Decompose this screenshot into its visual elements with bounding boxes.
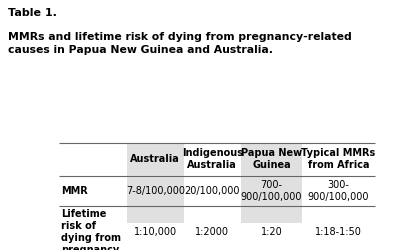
Text: Papua New
Guinea: Papua New Guinea [241, 148, 302, 171]
Text: Table 1.: Table 1. [8, 8, 57, 18]
Text: MMR: MMR [60, 186, 87, 196]
Text: 300-
900/100,000: 300- 900/100,000 [308, 180, 369, 202]
Text: Lifetime
risk of
dying from
pregnancy: Lifetime risk of dying from pregnancy [60, 209, 121, 250]
Text: 1:10,000: 1:10,000 [134, 227, 177, 237]
Text: Typical MMRs
from Africa: Typical MMRs from Africa [301, 148, 375, 171]
Text: MMRs and lifetime risk of dying from pregnancy-related
causes in Papua New Guine: MMRs and lifetime risk of dying from pre… [8, 32, 352, 55]
Text: Australia: Australia [131, 154, 180, 164]
Text: 1:20: 1:20 [260, 227, 282, 237]
Text: 7-8/100,000: 7-8/100,000 [126, 186, 185, 196]
Text: Indigenous
Australia: Indigenous Australia [181, 148, 243, 171]
Text: 20/100,000: 20/100,000 [184, 186, 240, 196]
Text: 1:18-1:50: 1:18-1:50 [315, 227, 362, 237]
Text: 1:2000: 1:2000 [195, 227, 229, 237]
Text: 700-
900/100,000: 700- 900/100,000 [241, 180, 302, 202]
